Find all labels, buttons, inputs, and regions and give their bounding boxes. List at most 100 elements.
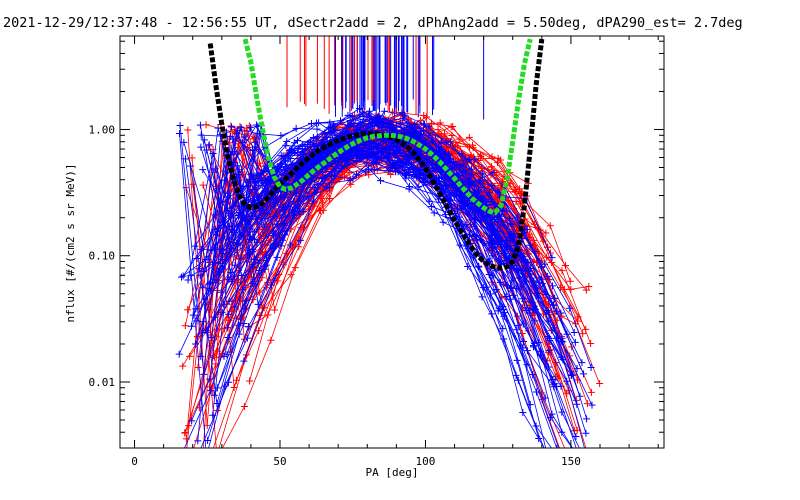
data-point-plus [368,118,376,126]
x-tick-label: 100 [416,455,436,468]
data-point-plus [466,143,474,151]
data-point-plus [446,197,454,205]
data-point-plus [322,133,330,141]
data-point-plus [531,317,539,325]
data-point-plus [191,242,199,250]
data-point-plus [213,400,221,408]
data-point-plus [514,267,522,275]
data-point-plus [542,229,550,237]
data-point-plus [579,330,587,338]
data-point-plus [499,178,507,186]
black-model-curve [207,38,545,271]
y-tick-label: 1.00 [89,123,116,136]
data-point-plus [224,333,232,341]
data-point-plus [519,320,527,328]
data-point-plus [420,112,428,120]
data-point-plus [187,272,195,280]
data-point-plus [485,189,493,197]
data-point-plus [583,415,591,423]
x-axis-ticks: 0 50 100 150 [131,36,659,468]
data-point-plus [184,276,192,284]
data-point-plus [589,454,596,461]
data-point-plus [219,245,227,253]
data-point-plus [507,283,515,291]
data-point-plus [548,410,556,418]
data-point-plus [227,122,235,130]
data-point-plus [457,150,465,158]
data-point-plus [548,282,556,290]
data-point-plus [180,138,188,146]
data-point-plus [176,130,184,138]
data-point-plus [272,195,280,203]
data-point-plus [503,281,511,289]
data-point-plus [249,185,257,193]
data-point-plus [361,141,369,149]
data-point-plus [359,112,367,120]
data-point-plus [247,123,255,131]
data-point-plus [456,241,464,249]
data-point-plus [546,249,554,257]
data-point-plus [588,401,596,409]
data-point-plus [193,454,200,461]
data-point-plus [537,347,545,355]
data-point-plus [326,184,334,192]
data-point-plus [546,222,554,230]
data-point-plus [585,282,593,290]
data-point-plus [254,214,262,222]
data-point-plus [189,454,196,461]
data-point-plus [448,164,456,172]
data-point-plus [346,176,354,184]
data-point-plus [465,177,473,185]
data-point-plus [227,123,235,131]
data-point-plus [237,124,245,132]
data-point-plus [187,322,195,330]
data-point-plus [362,168,370,176]
data-point-plus [323,137,331,145]
data-point-plus [310,157,318,165]
data-point-plus [225,310,233,318]
data-point-plus [497,258,505,266]
data-point-plus [343,127,351,135]
data-point-plus [558,267,566,275]
data-point-plus [271,306,279,314]
data-point-plus [179,362,187,370]
data-point-plus [255,327,263,335]
data-point-plus [465,133,473,141]
data-point-plus [210,352,218,360]
data-point-plus [496,156,504,164]
data-point-plus [420,120,428,128]
data-point-plus [531,305,539,313]
data-point-plus [313,125,321,133]
data-point-plus [566,304,574,312]
data-point-plus [516,185,524,193]
data-point-plus [411,120,419,128]
data-point-plus [187,454,194,461]
data-point-plus [437,139,445,147]
data-point-plus [582,286,590,294]
data-point-plus [570,328,578,336]
data-point-plus [240,357,248,365]
data-point-plus [373,139,381,147]
data-point-plus [240,320,248,328]
data-point-plus [559,338,567,346]
data-point-plus [208,333,216,341]
data-point-plus [485,270,493,278]
scatter-data-layer [175,105,604,461]
data-point-plus [455,135,463,143]
data-point-plus [411,127,419,135]
data-point-plus [176,122,184,130]
data-point-plus [243,124,251,132]
data-point-plus [205,284,213,292]
data-point-plus [425,123,433,131]
data-point-plus [519,338,527,346]
data-point-plus [383,153,391,161]
data-point-plus [422,140,430,148]
data-point-plus [586,454,593,461]
data-point-plus [516,342,524,350]
data-point-plus [210,243,218,251]
data-point-plus [421,176,429,184]
data-point-plus [282,142,290,150]
data-point-plus [503,207,511,215]
data-point-plus [515,262,523,270]
data-point-plus [582,429,590,437]
